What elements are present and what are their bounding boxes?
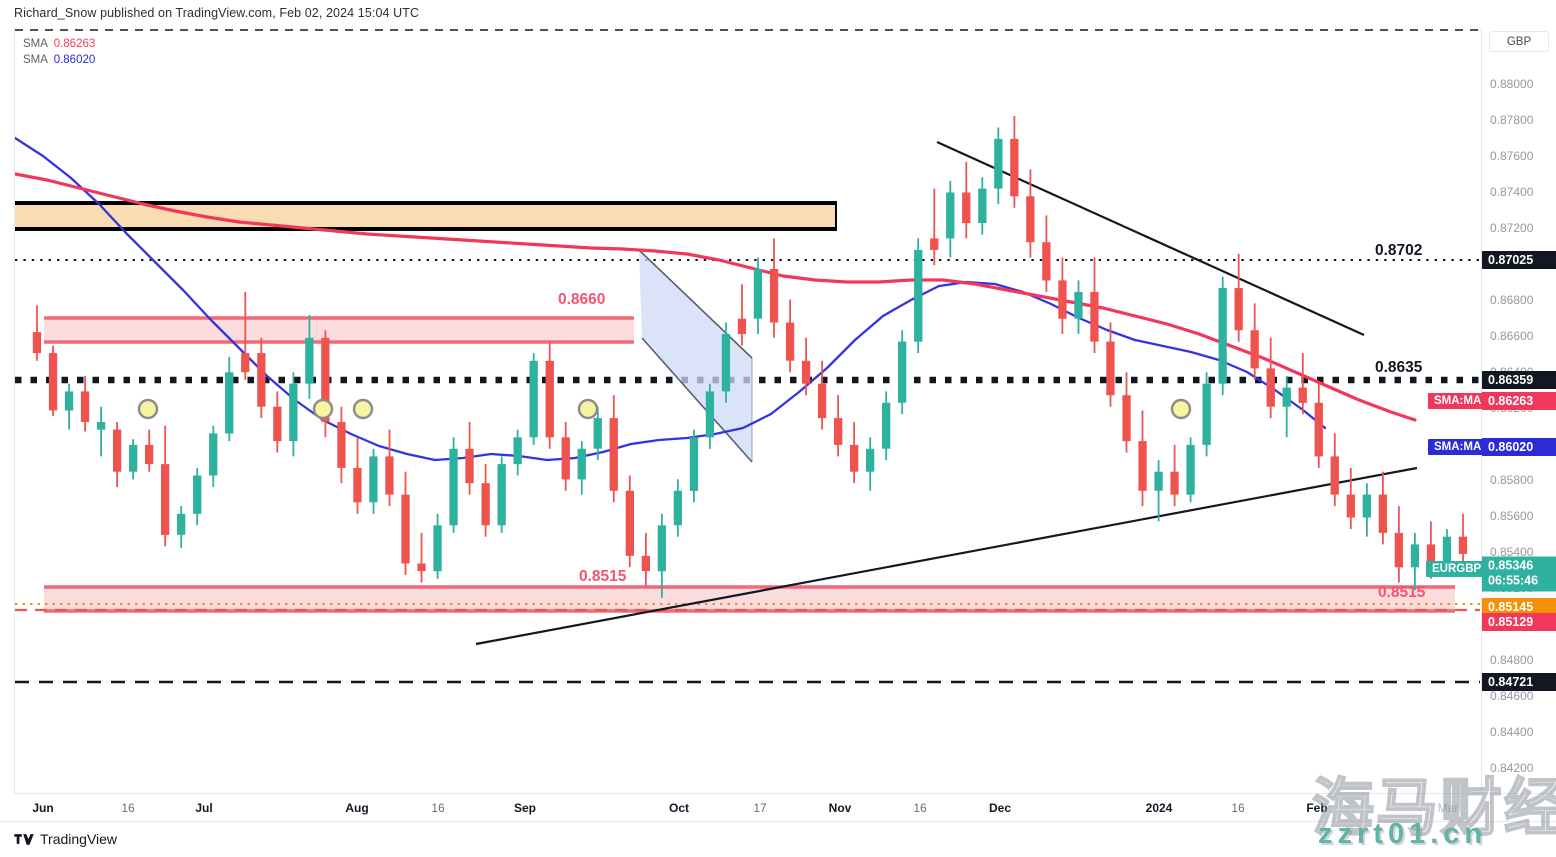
- price-tick: 0.84800: [1490, 653, 1534, 667]
- tradingview-logo[interactable]: TradingView: [14, 831, 117, 847]
- pivot-marker: [352, 398, 374, 420]
- trendline-descending-resistance[interactable]: [936, 140, 1365, 337]
- time-label: 17: [753, 801, 767, 815]
- sma-slow-line: [15, 136, 1327, 462]
- symbol-scale-label[interactable]: EURGBP: [1426, 561, 1488, 577]
- time-label: 16: [913, 801, 927, 815]
- time-label: Oct: [668, 801, 690, 815]
- sma-fast-value: 0.86263: [53, 38, 96, 50]
- annotation-0-8515-right: 0.8515: [1378, 584, 1426, 601]
- bear-flag-channel[interactable]: [638, 249, 753, 463]
- price-tag-0-86020[interactable]: 0.86020: [1482, 438, 1556, 456]
- price-tag-0-84721[interactable]: 0.84721: [1482, 673, 1556, 691]
- price-tag-0-87025[interactable]: 0.87025: [1482, 251, 1556, 269]
- price-tag-0-85145[interactable]: 0.85145: [1482, 598, 1556, 616]
- sma-fast-label: SMA: [23, 38, 48, 50]
- attribution-text: Richard_Snow published on TradingView.co…: [14, 6, 420, 20]
- bar-countdown: 06:55:46: [1488, 573, 1539, 588]
- last-price-value: 0.85346: [1488, 558, 1534, 573]
- price-tick: 0.84200: [1490, 761, 1534, 775]
- price-tick: 0.84600: [1490, 689, 1534, 703]
- sma-slow-value: 0.86020: [53, 54, 96, 66]
- footer-bar: TradingView: [0, 821, 1556, 857]
- time-label: Dec: [988, 801, 1012, 815]
- time-scale[interactable]: Jun 16 Jul Aug 16 Sep Oct 17 Nov 16 Dec …: [14, 793, 1556, 821]
- time-label: Jun: [32, 801, 54, 815]
- price-tick: 0.88000: [1490, 77, 1534, 91]
- time-label: 2024: [1145, 801, 1173, 815]
- sma-slow-label: SMA: [23, 54, 48, 66]
- time-label: Mar: [1437, 801, 1459, 815]
- time-label: Nov: [828, 801, 852, 815]
- price-tick: 0.86800: [1490, 293, 1534, 307]
- legend-row-sma-fast[interactable]: SMA 0.86263: [23, 36, 95, 52]
- pivot-marker: [312, 398, 334, 420]
- pivot-marker: [577, 398, 599, 420]
- price-plot: [15, 29, 1480, 684]
- time-label: 16: [431, 801, 445, 815]
- legend-row-sma-slow[interactable]: SMA 0.86020: [23, 52, 95, 68]
- tradingview-wordmark: TradingView: [40, 831, 118, 847]
- currency-badge[interactable]: GBP: [1489, 31, 1549, 52]
- pivot-markers[interactable]: [137, 398, 1192, 420]
- annotation-0-8660: 0.8660: [558, 291, 606, 308]
- price-tag-last[interactable]: 0.85346 06:55:46: [1482, 556, 1556, 592]
- time-label: Jul: [195, 801, 213, 815]
- price-tick: 0.87400: [1490, 185, 1534, 199]
- price-scale[interactable]: GBP 0.88000 0.87800 0.87600 0.87400 0.87…: [1481, 28, 1556, 793]
- zone-supply-band: [44, 316, 634, 344]
- time-label: Sep: [513, 801, 537, 815]
- price-tick: 0.85400: [1490, 545, 1534, 559]
- price-tick: 0.87800: [1490, 113, 1534, 127]
- price-tick: 0.84400: [1490, 725, 1534, 739]
- price-tick: 0.85800: [1490, 473, 1534, 487]
- sma-slow-scale-label[interactable]: SMA:MA: [1428, 439, 1488, 455]
- time-label: 16: [121, 801, 135, 815]
- candlestick-series[interactable]: [32, 116, 1468, 598]
- trendline-ascending-support[interactable]: [475, 466, 1418, 646]
- pivot-marker: [137, 398, 159, 420]
- price-tag-0-86263[interactable]: 0.86263: [1482, 392, 1556, 410]
- price-tick: 0.87200: [1490, 221, 1534, 235]
- price-tag-0-86359[interactable]: 0.86359: [1482, 371, 1556, 389]
- zone-demand-band: [44, 585, 1455, 613]
- time-label: Feb: [1306, 801, 1328, 815]
- price-tick: 0.86600: [1490, 329, 1534, 343]
- pivot-marker: [1170, 398, 1192, 420]
- time-label: 16: [1231, 801, 1245, 815]
- chart-pane[interactable]: SMA 0.86263 SMA 0.86020: [14, 28, 1480, 793]
- annotation-0-8702: 0.8702: [1375, 242, 1423, 259]
- price-tag-0-85129[interactable]: 0.85129: [1482, 613, 1556, 631]
- price-tick: 0.87600: [1490, 149, 1534, 163]
- sma-fast-line: [15, 172, 1417, 422]
- zone-resistance-band: [15, 201, 837, 231]
- annotation-0-8515-left: 0.8515: [579, 568, 627, 585]
- price-tick: 0.85600: [1490, 509, 1534, 523]
- indicator-legend: SMA 0.86263 SMA 0.86020: [23, 36, 95, 68]
- annotation-0-8635: 0.8635: [1375, 359, 1423, 376]
- tradingview-mark-icon: [14, 833, 34, 845]
- sma-fast-scale-label[interactable]: SMA:MA: [1428, 393, 1488, 409]
- time-label: Aug: [345, 801, 369, 815]
